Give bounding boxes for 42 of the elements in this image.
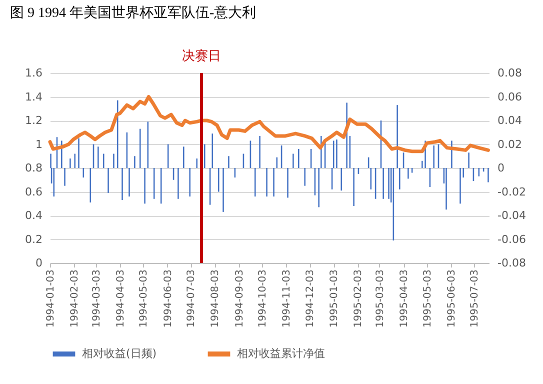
y2-tick-label: -0.02 xyxy=(498,185,526,198)
x-tick-label: 1994-05-03 xyxy=(138,270,150,328)
y2-tick-label: 0.02 xyxy=(498,138,522,151)
y2-tick-label: 0.06 xyxy=(498,90,522,104)
x-tick-label: 1995-01-03 xyxy=(329,270,340,328)
y-tick-label: 1.6 xyxy=(25,66,42,80)
y-tick-label: 1 xyxy=(36,138,42,151)
y-tick-label: 0.6 xyxy=(25,185,42,198)
y2-tick-label: -0.06 xyxy=(498,232,526,246)
x-tick-label: 1995-05-03 xyxy=(422,270,434,328)
y2-tick-label: -0.04 xyxy=(498,209,526,222)
x-tick-label: 1994-08-03 xyxy=(210,270,222,328)
x-tick-label: 1994-06-03 xyxy=(162,270,174,328)
x-tick-label: 1994-02-03 xyxy=(70,270,81,328)
legend-label: 相对收益累计净值 xyxy=(237,347,325,360)
y2-tick-label: 0.04 xyxy=(498,114,522,127)
y-tick-label: 0.4 xyxy=(25,209,42,222)
y-tick-label: 1.4 xyxy=(25,90,42,104)
x-tick-label: 1995-02-03 xyxy=(353,270,364,328)
y2-tick-label: 0 xyxy=(498,162,504,174)
ref-line-label: 决赛日 xyxy=(182,48,222,63)
x-tick-label: 1994-11-03 xyxy=(282,270,293,328)
x-tick-label: 1994-04-03 xyxy=(115,270,126,328)
x-tick-label: 1994-12-03 xyxy=(305,270,316,328)
line-series xyxy=(48,95,490,154)
x-tick-label: 1994-01-03 xyxy=(46,270,56,328)
y-tick-label: 0.2 xyxy=(25,232,42,246)
y2-tick-label: 0.08 xyxy=(498,66,522,80)
x-tick-label: 1994-09-03 xyxy=(234,270,246,328)
x-tick-label: 1995-07-03 xyxy=(470,270,481,328)
chart-title: 图 9 1994 年美国世界杯亚军队伍-意大利 xyxy=(10,5,256,21)
x-tick-label: 1995-03-03 xyxy=(374,270,386,328)
x-tick-label: 1994-03-03 xyxy=(91,270,102,328)
x-tick-label: 1995-04-03 xyxy=(399,270,410,328)
y2-tick-label: -0.08 xyxy=(498,256,526,270)
legend-label: 相对收益(日频) xyxy=(82,347,157,360)
x-tick-label: 1994-07-03 xyxy=(186,270,198,328)
y-tick-label: 0.8 xyxy=(25,162,42,174)
y-tick-label: 1.2 xyxy=(25,114,42,127)
x-tick-label: 1995-06-03 xyxy=(446,270,458,328)
y-tick-label: 0 xyxy=(36,256,42,270)
x-tick-label: 1994-10-03 xyxy=(258,270,269,328)
